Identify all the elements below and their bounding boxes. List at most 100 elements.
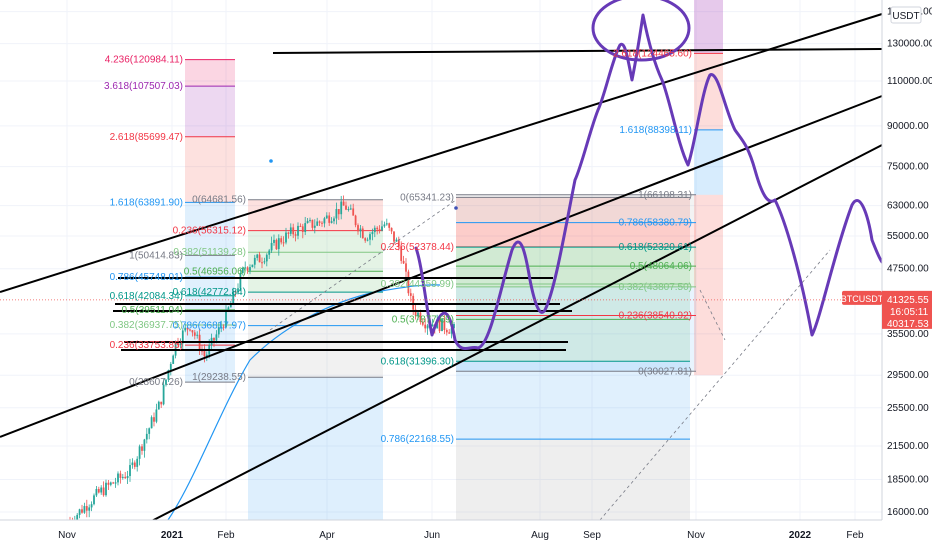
price-tick-label: 29500.00 xyxy=(887,370,929,381)
time-tick-label: 2021 xyxy=(161,530,184,541)
candle-body xyxy=(246,267,249,271)
candle-body xyxy=(203,350,206,357)
candle-body xyxy=(114,482,117,484)
symbol-tag xyxy=(842,290,882,305)
candle-body xyxy=(273,239,275,243)
candle-body xyxy=(297,225,299,236)
candle-body xyxy=(357,225,359,232)
candle-body xyxy=(174,341,177,356)
candle-body xyxy=(316,221,319,226)
time-tick-label: Nov xyxy=(58,530,76,541)
fib-level-label: 1.618(88398.11) xyxy=(619,125,692,136)
fib-level-label: 2.618(85699.47) xyxy=(110,132,183,143)
symbol-label: BTCUSDT xyxy=(841,294,884,304)
fib-level-label: 0.618(42084.34) xyxy=(110,291,183,302)
candle-body xyxy=(318,221,321,223)
fib-level-label: 0.786(36817.97) xyxy=(173,321,246,332)
candle-body xyxy=(289,227,292,234)
candle-body xyxy=(426,325,429,329)
time-tick-label: Aug xyxy=(531,530,549,541)
candle-body xyxy=(143,439,146,451)
candle-body xyxy=(340,201,343,215)
fib-level-label: 0.5(48064.06) xyxy=(630,261,692,272)
candle-body xyxy=(265,254,268,262)
price-tick-label: 63000.00 xyxy=(887,201,929,212)
candle-body xyxy=(153,417,155,422)
candle-body xyxy=(189,329,191,331)
purple-price-projection xyxy=(414,13,884,350)
candle-body xyxy=(359,228,362,232)
fib-zone xyxy=(456,361,690,440)
trend-line-middle xyxy=(0,95,883,438)
candle-body xyxy=(421,322,424,325)
currency-label: USDT xyxy=(892,11,919,22)
price-tick-label: 16000.00 xyxy=(887,507,929,518)
low-price-label: 40317.53 xyxy=(887,319,929,330)
candle-body xyxy=(191,330,194,333)
candle-body xyxy=(179,343,182,346)
candle-body xyxy=(95,488,98,496)
fib-zone xyxy=(185,59,235,87)
price-tick-label: 25500.00 xyxy=(887,403,929,414)
candle-body xyxy=(162,384,165,405)
candle-body xyxy=(385,223,388,225)
candle-body xyxy=(378,229,381,231)
price-tick-label: 90000.00 xyxy=(887,121,929,132)
fib-zone xyxy=(248,292,383,378)
fib-level-label: 0.786(58380.79) xyxy=(619,218,692,229)
fib-zone xyxy=(248,230,383,293)
fib-level-label: 0.236(33753.85) xyxy=(110,340,183,351)
trend-line-upper xyxy=(0,13,883,293)
candle-body xyxy=(160,401,163,405)
price-axis-background xyxy=(882,0,932,550)
fib-zone xyxy=(456,194,696,223)
candle-body xyxy=(225,309,227,328)
fib-level-label: 0.236(38540.92) xyxy=(619,310,692,321)
time-tick-label: Feb xyxy=(217,530,235,541)
marker-dot xyxy=(454,206,458,210)
candle-body xyxy=(145,433,148,440)
candle-body xyxy=(109,482,112,485)
candle-body xyxy=(227,307,230,310)
candle-body xyxy=(349,208,352,210)
candle-body xyxy=(133,462,136,467)
price-tick-label: 130000.00 xyxy=(887,39,932,50)
moving-average-layer xyxy=(167,199,831,521)
fib-level-label: 0.382(36937.75) xyxy=(110,320,183,331)
candle-body xyxy=(150,417,153,429)
candle-body xyxy=(249,267,251,271)
marker-dot xyxy=(269,159,273,163)
candle-body xyxy=(287,232,290,234)
candle-body xyxy=(306,220,309,224)
candle-body xyxy=(222,326,225,328)
candle-body xyxy=(117,473,119,483)
candle-body xyxy=(371,232,374,235)
candle-body xyxy=(388,223,391,228)
candle-body xyxy=(251,264,254,268)
candle-body xyxy=(419,312,422,323)
candle-body xyxy=(136,458,139,467)
candle-body xyxy=(141,446,143,451)
fib-zone xyxy=(456,222,696,248)
fib-level-label: 0(28607.26) xyxy=(129,377,183,388)
fib-level-label: 1(66108.31) xyxy=(638,190,692,201)
countdown-label: 16:05:11 xyxy=(890,307,929,318)
candle-body xyxy=(342,201,345,206)
candle-body xyxy=(330,221,333,223)
candle-body xyxy=(325,215,328,219)
candle-body xyxy=(167,370,170,380)
candle-body xyxy=(395,239,398,242)
purple-circle-annotation xyxy=(591,0,691,62)
fib-trend-dashed xyxy=(599,249,831,521)
fib-level-label: 0.618(42772.84) xyxy=(173,287,246,298)
time-tick-label: Apr xyxy=(319,530,335,541)
candle-body xyxy=(294,234,297,236)
candle-body xyxy=(184,327,187,331)
candle-body xyxy=(275,239,278,250)
trend-line-lower xyxy=(139,144,883,528)
candle-body xyxy=(76,514,79,522)
candle-body xyxy=(414,309,417,316)
fib-level-label: 1(50414.83) xyxy=(129,250,183,261)
